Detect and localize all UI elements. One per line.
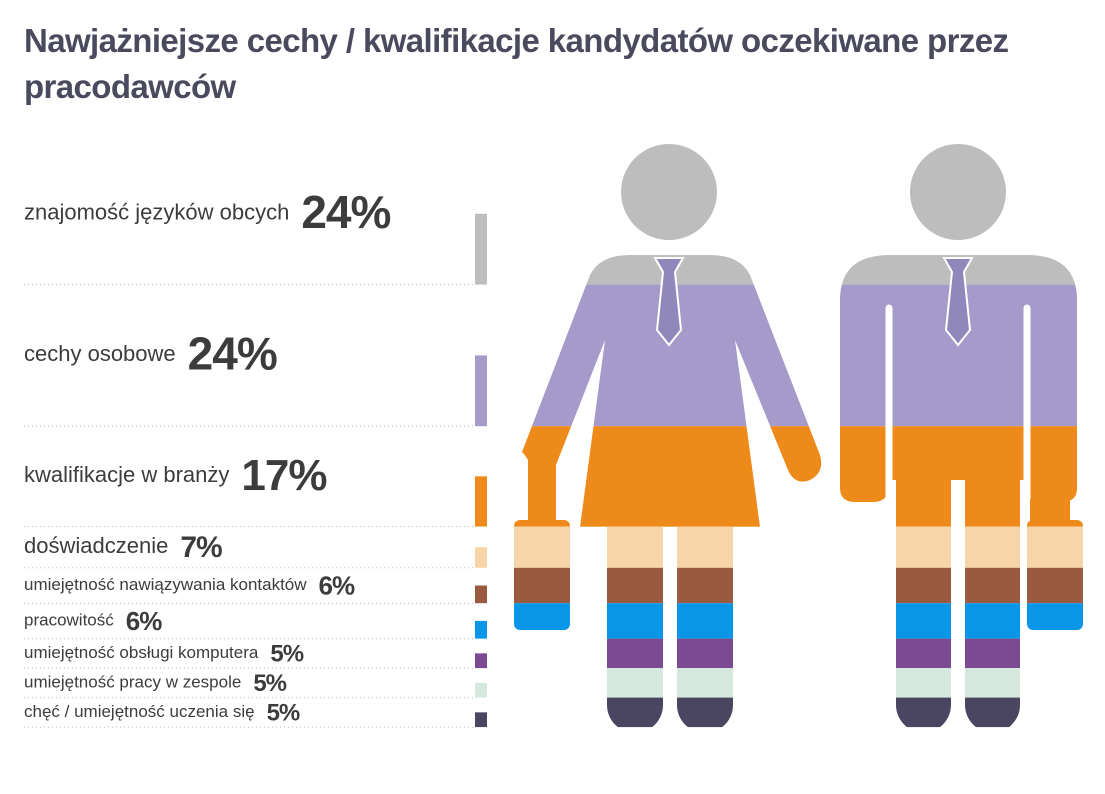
category-label: umiejętność nawiązywania kontaktów [24,575,307,594]
value-label: 5% [253,670,286,697]
figures [514,144,1083,728]
figure-band [514,426,1083,527]
category-label: znajomość języków obcych [24,200,289,225]
figure-details [653,257,1031,730]
figure-band [514,567,1083,604]
bar [475,476,487,527]
value-label: 5% [270,641,303,668]
figure-band [514,603,1083,639]
bar [475,620,487,639]
category-label: chęć / umiejętność uczenia się [24,702,255,721]
category-label: umiejętność obsługi komputera [24,643,259,662]
bar [475,712,487,728]
category-label: cechy osobowe [24,341,176,366]
bar [475,355,487,427]
category-label: doświadczenie [24,533,168,558]
figure-band [514,697,1083,728]
tie [942,257,974,347]
value-label: 7% [180,531,222,564]
bar [475,682,487,698]
value-label: 5% [267,700,300,727]
bar [475,213,487,285]
figure-band [514,284,1083,427]
value-label: 6% [126,606,162,636]
value-label: 17% [241,451,326,500]
value-label: 6% [319,570,355,600]
bar [475,585,487,604]
value-label: 24% [188,328,277,380]
tie [653,257,685,347]
category-label: umiejętność pracy w zespole [24,672,241,691]
chart-title: Nawjażniejsze cechy / kwalifikacje kandy… [24,22,1009,105]
category-label: pracowitość [24,610,114,629]
value-label: 24% [301,186,390,238]
figure-band [514,638,1083,669]
figure-band [514,144,1083,285]
category-label: kwalifikacje w branży [24,462,229,487]
bar [475,547,487,568]
figure-band [514,526,1083,568]
bar [475,653,487,669]
figure-band [514,668,1083,698]
